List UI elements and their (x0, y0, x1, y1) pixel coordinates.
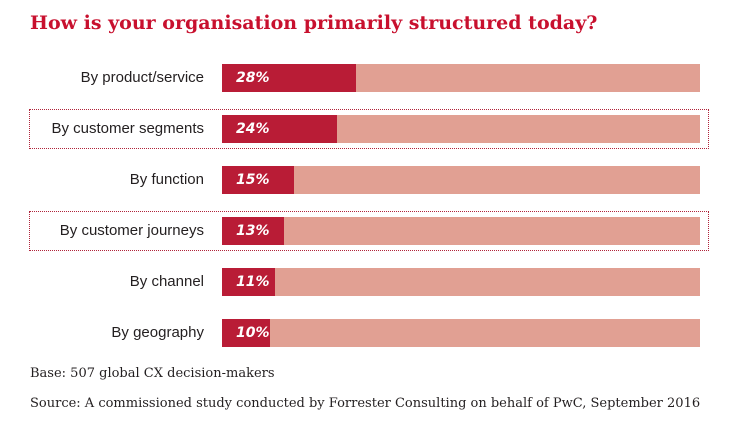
bar-track: 15% (222, 166, 700, 194)
value-label: 10% (236, 325, 270, 341)
bar (222, 217, 284, 245)
bar-track: 28% (222, 64, 700, 92)
bar (222, 319, 270, 347)
category-label: By customer segments (51, 120, 204, 137)
base-note: Base: 507 global CX decision-makers (30, 366, 275, 381)
category-label: By function (129, 171, 204, 188)
bar (222, 64, 356, 92)
bar-track: 11% (222, 268, 700, 296)
value-label: 24% (236, 121, 270, 137)
category-label: By customer journeys (59, 222, 204, 239)
category-label: By channel (129, 273, 204, 290)
category-label: By product/service (80, 69, 204, 86)
value-label: 13% (236, 223, 270, 239)
highlight-box (29, 211, 709, 251)
bar (222, 166, 294, 194)
value-label: 15% (236, 172, 270, 188)
bar-track: 10% (222, 319, 700, 347)
bar (222, 268, 275, 296)
bar-track: 13% (222, 217, 700, 245)
highlight-box (29, 109, 709, 149)
category-label: By geography (111, 324, 204, 341)
source-note: Source: A commissioned study conducted b… (30, 396, 701, 411)
value-label: 28% (236, 70, 270, 86)
bar (222, 115, 337, 143)
bar-track: 24% (222, 115, 700, 143)
value-label: 11% (236, 274, 270, 290)
chart-title: How is your organisation primarily struc… (30, 12, 598, 34)
